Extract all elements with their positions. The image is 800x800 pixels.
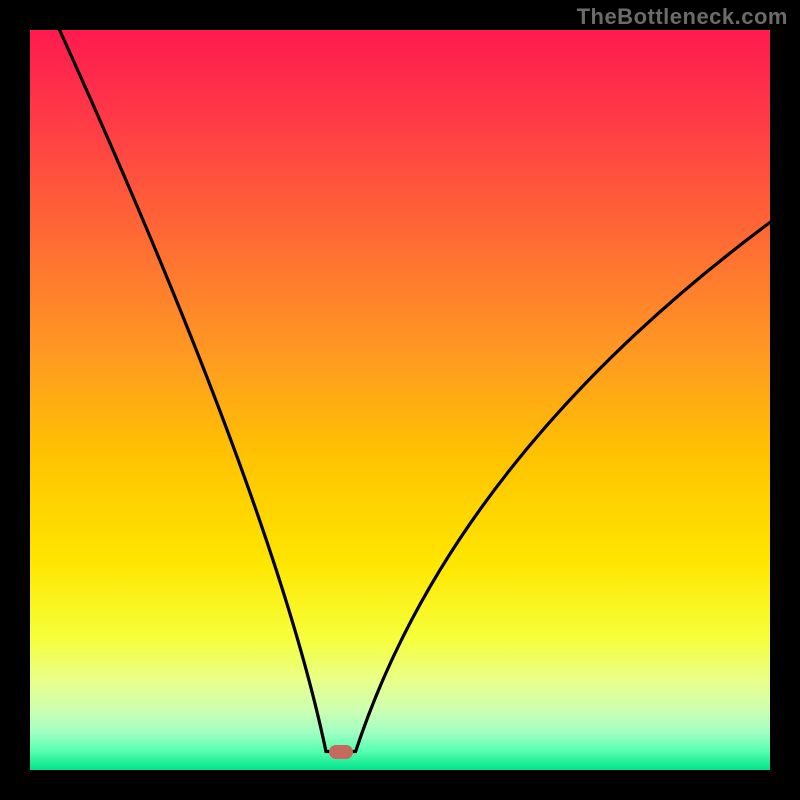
chart-frame: TheBottleneck.com: [0, 0, 800, 800]
curve-overlay: [30, 30, 770, 770]
bottleneck-curve: [60, 30, 770, 752]
plot-area: [30, 30, 770, 770]
optimal-point-marker: [329, 745, 353, 759]
watermark-text: TheBottleneck.com: [577, 4, 788, 30]
